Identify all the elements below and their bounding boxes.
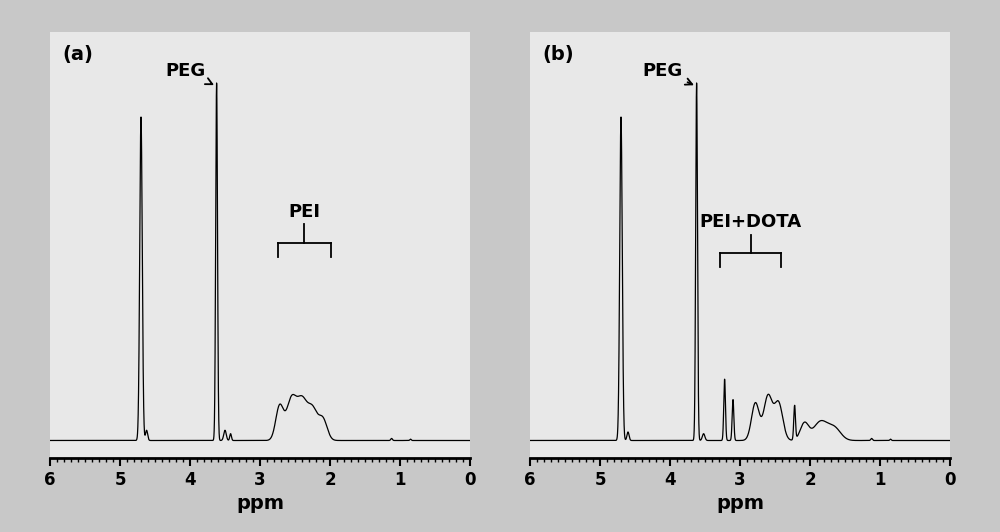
Text: PEI+DOTA: PEI+DOTA bbox=[699, 213, 802, 231]
X-axis label: ppm: ppm bbox=[236, 494, 284, 513]
Text: (a): (a) bbox=[63, 45, 93, 64]
Text: PEG: PEG bbox=[642, 62, 692, 85]
X-axis label: ppm: ppm bbox=[716, 494, 764, 513]
Text: (b): (b) bbox=[543, 45, 574, 64]
Text: PEI: PEI bbox=[288, 203, 320, 221]
Text: PEG: PEG bbox=[166, 62, 212, 84]
